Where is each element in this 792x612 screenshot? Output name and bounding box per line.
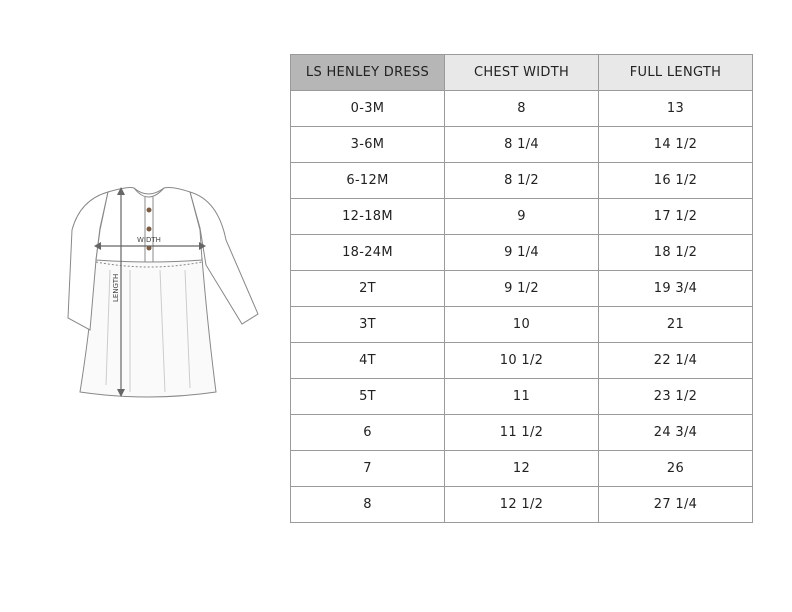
length-label: LENGTH bbox=[112, 274, 120, 302]
cell-chest-width: 12 bbox=[444, 450, 599, 487]
cell-chest-width: 11 bbox=[444, 378, 599, 415]
cell-size: 6-12M bbox=[290, 162, 445, 199]
table-row: 18-24M 9 1/4 18 1/2 bbox=[290, 234, 753, 271]
cell-full-length: 24 3/4 bbox=[598, 414, 753, 451]
cell-full-length: 19 3/4 bbox=[598, 270, 753, 307]
dress-skirt bbox=[79, 257, 217, 398]
cell-chest-width: 8 1/2 bbox=[444, 162, 599, 199]
cell-chest-width: 10 1/2 bbox=[444, 342, 599, 379]
cell-size: 4T bbox=[290, 342, 445, 379]
table-row: 2T 9 1/2 19 3/4 bbox=[290, 270, 753, 307]
dress-left-sleeve bbox=[67, 191, 109, 331]
cell-chest-width: 9 bbox=[444, 198, 599, 235]
cell-full-length: 18 1/2 bbox=[598, 234, 753, 271]
cell-chest-width: 9 1/4 bbox=[444, 234, 599, 271]
table-row: 6-12M 8 1/2 16 1/2 bbox=[290, 162, 753, 199]
table-row: 12-18M 9 17 1/2 bbox=[290, 198, 753, 235]
cell-full-length: 23 1/2 bbox=[598, 378, 753, 415]
cell-size: 2T bbox=[290, 270, 445, 307]
header-row: LS HENLEY DRESS CHEST WIDTH FULL LENGTH bbox=[290, 54, 753, 91]
table-row: 3-6M 8 1/4 14 1/2 bbox=[290, 126, 753, 163]
table-row: 7 12 26 bbox=[290, 450, 753, 487]
header-style: LS HENLEY DRESS bbox=[290, 54, 445, 91]
cell-full-length: 22 1/4 bbox=[598, 342, 753, 379]
cell-chest-width: 10 bbox=[444, 306, 599, 343]
cell-size: 6 bbox=[290, 414, 445, 451]
cell-full-length: 14 1/2 bbox=[598, 126, 753, 163]
cell-chest-width: 11 1/2 bbox=[444, 414, 599, 451]
header-chest-width: CHEST WIDTH bbox=[444, 54, 599, 91]
buttons bbox=[146, 207, 152, 251]
cell-size: 0-3M bbox=[290, 90, 445, 127]
cell-full-length: 13 bbox=[598, 90, 753, 127]
dress-illustration: WIDTH LENGTH bbox=[67, 187, 259, 398]
table-row: 0-3M 8 13 bbox=[290, 90, 753, 127]
cell-full-length: 26 bbox=[598, 450, 753, 487]
table-row: 8 12 1/2 27 1/4 bbox=[290, 486, 753, 523]
table-row: 4T 10 1/2 22 1/4 bbox=[290, 342, 753, 379]
dress-right-sleeve bbox=[189, 191, 259, 325]
cell-chest-width: 9 1/2 bbox=[444, 270, 599, 307]
cell-chest-width: 12 1/2 bbox=[444, 486, 599, 523]
header-full-length: FULL LENGTH bbox=[598, 54, 753, 91]
table-row: 5T 11 23 1/2 bbox=[290, 378, 753, 415]
size-chart-table: LS HENLEY DRESS CHEST WIDTH FULL LENGTH … bbox=[290, 54, 753, 523]
cell-chest-width: 8 bbox=[444, 90, 599, 127]
cell-size: 8 bbox=[290, 486, 445, 523]
cell-size: 18-24M bbox=[290, 234, 445, 271]
cell-size: 7 bbox=[290, 450, 445, 487]
table-row: 6 11 1/2 24 3/4 bbox=[290, 414, 753, 451]
dress-bodice bbox=[95, 187, 203, 263]
cell-full-length: 17 1/2 bbox=[598, 198, 753, 235]
width-label: WIDTH bbox=[137, 236, 161, 244]
cell-full-length: 27 1/4 bbox=[598, 486, 753, 523]
cell-size: 5T bbox=[290, 378, 445, 415]
cell-size: 12-18M bbox=[290, 198, 445, 235]
cell-full-length: 16 1/2 bbox=[598, 162, 753, 199]
table-row: 3T 10 21 bbox=[290, 306, 753, 343]
cell-full-length: 21 bbox=[598, 306, 753, 343]
cell-size: 3T bbox=[290, 306, 445, 343]
cell-chest-width: 8 1/4 bbox=[444, 126, 599, 163]
cell-size: 3-6M bbox=[290, 126, 445, 163]
